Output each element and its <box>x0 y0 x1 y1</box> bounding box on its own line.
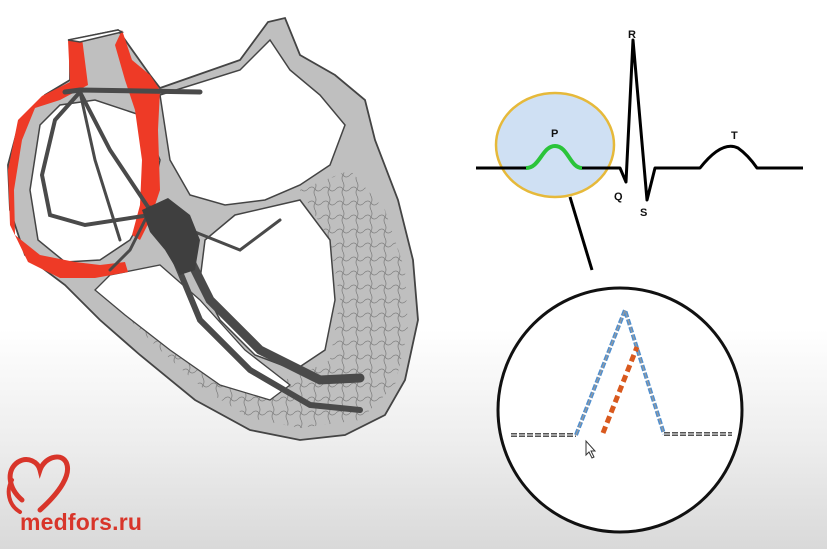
magnified-p-wave-orange <box>600 346 640 434</box>
mouse-cursor-icon <box>585 439 597 459</box>
magnifier-circle <box>496 286 744 534</box>
atrium-highlight-upper <box>115 30 160 240</box>
vena-cava <box>67 29 125 43</box>
ecg-label-q: Q <box>614 191 623 203</box>
left-atrium-chamber <box>159 38 346 206</box>
ecg-label-t: T <box>731 130 738 142</box>
heart-illustration <box>7 16 419 441</box>
ecg-label-s: S <box>640 207 647 219</box>
p-wave <box>525 143 583 170</box>
zoom-connector-line <box>568 196 594 271</box>
ventricle-myocardium <box>95 170 408 428</box>
ecg-label-r: R <box>628 29 636 41</box>
magnified-view <box>496 286 744 534</box>
ecg-waveform <box>476 38 803 202</box>
heart-logo-icon <box>6 454 70 514</box>
ecg-trace: P R Q S T <box>476 29 803 219</box>
atrium-highlight <box>8 38 128 278</box>
av-node <box>142 198 200 275</box>
logo-text: medfors.ru <box>20 509 143 535</box>
ecg-label-p: P <box>551 128 558 140</box>
